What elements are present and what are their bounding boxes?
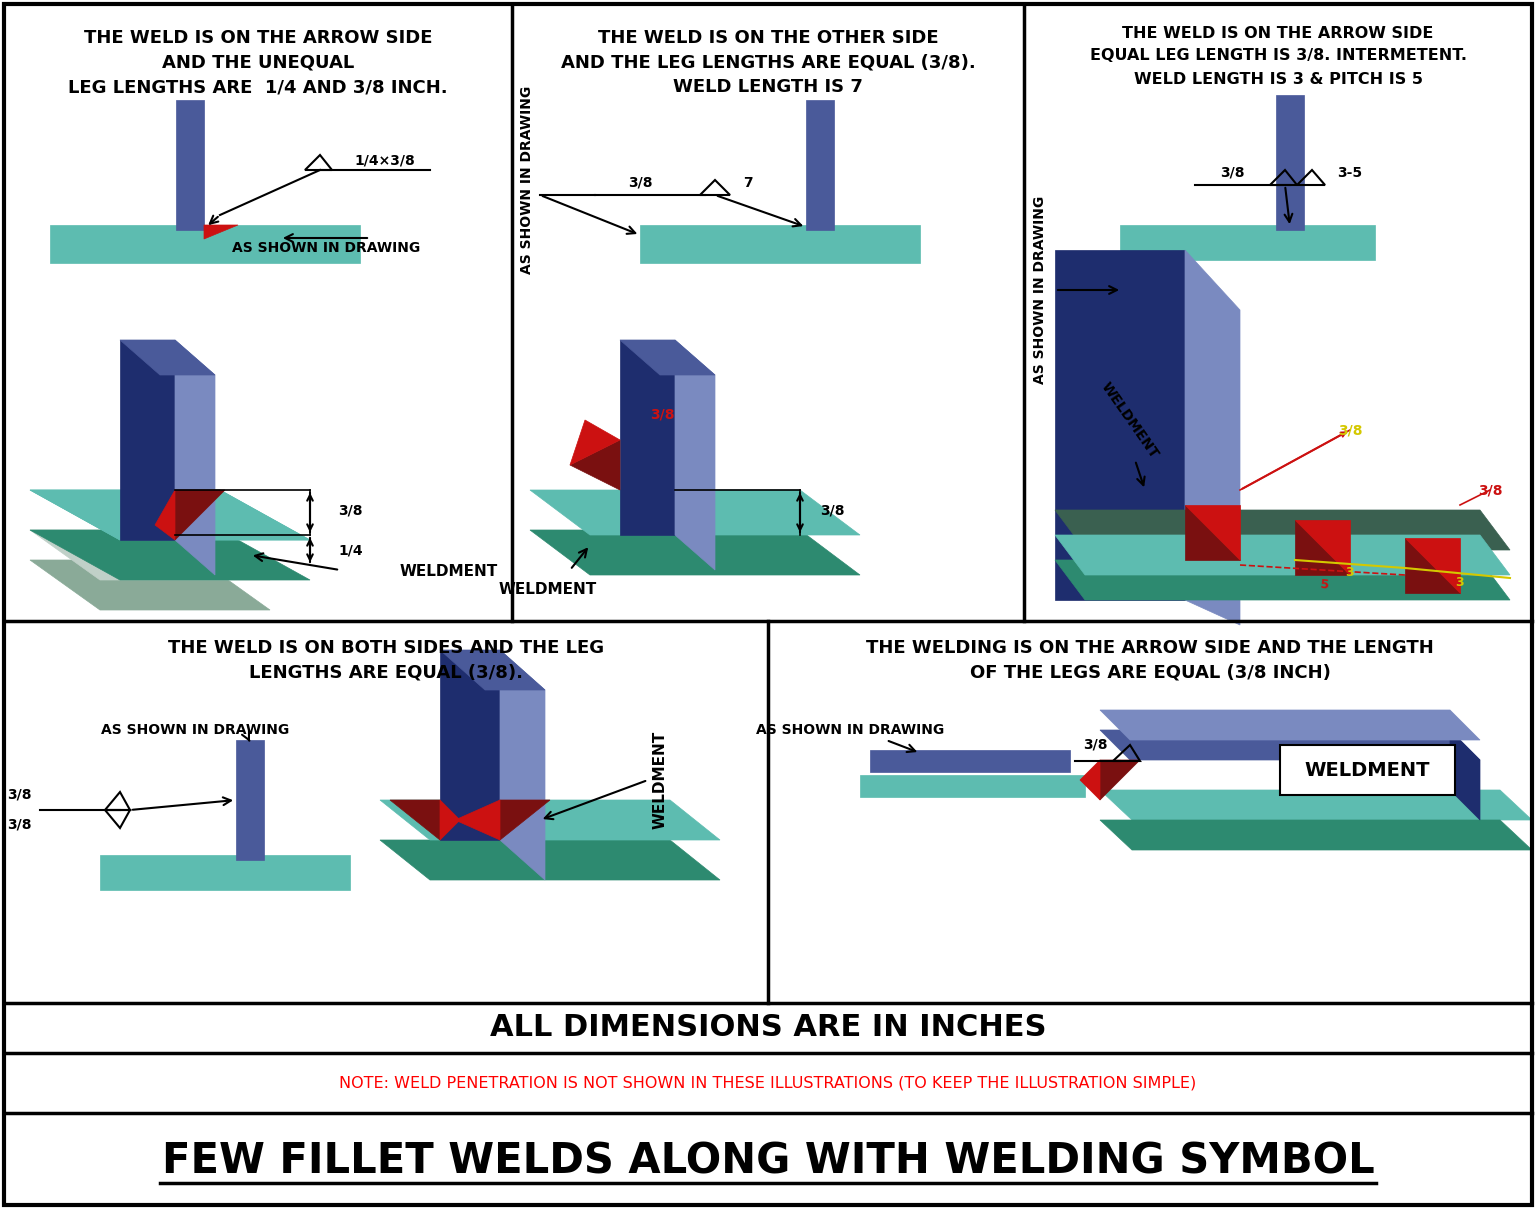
- Polygon shape: [120, 340, 215, 375]
- Polygon shape: [621, 340, 674, 536]
- Polygon shape: [1184, 250, 1240, 625]
- Polygon shape: [31, 530, 310, 580]
- Polygon shape: [379, 800, 720, 840]
- Text: AND THE LEG LENGTHS ARE EQUAL (3/8).: AND THE LEG LENGTHS ARE EQUAL (3/8).: [561, 53, 975, 71]
- Polygon shape: [1279, 745, 1455, 796]
- Text: AS SHOWN IN DRAWING: AS SHOWN IN DRAWING: [101, 723, 289, 737]
- Polygon shape: [51, 225, 359, 264]
- Polygon shape: [175, 340, 215, 575]
- Polygon shape: [570, 440, 621, 490]
- Polygon shape: [439, 650, 545, 690]
- Text: THE WELD IS ON BOTH SIDES AND THE LEG: THE WELD IS ON BOTH SIDES AND THE LEG: [167, 640, 604, 656]
- Polygon shape: [204, 225, 238, 239]
- Polygon shape: [1100, 760, 1140, 800]
- Text: 1/4×3/8: 1/4×3/8: [355, 154, 415, 167]
- Text: 3/8: 3/8: [1220, 166, 1244, 180]
- Polygon shape: [155, 490, 175, 540]
- Text: THE WELD IS ON THE OTHER SIDE: THE WELD IS ON THE OTHER SIDE: [598, 29, 938, 47]
- Text: WELDMENT: WELDMENT: [399, 565, 498, 579]
- Polygon shape: [860, 775, 1084, 797]
- Text: 3/8: 3/8: [8, 818, 32, 832]
- Polygon shape: [1184, 505, 1240, 560]
- Polygon shape: [1450, 730, 1481, 820]
- Polygon shape: [530, 490, 860, 536]
- Polygon shape: [621, 340, 714, 375]
- Polygon shape: [1295, 520, 1350, 575]
- Polygon shape: [570, 420, 621, 465]
- Text: AS SHOWN IN DRAWING: AS SHOWN IN DRAWING: [1034, 196, 1048, 384]
- Polygon shape: [1080, 760, 1100, 800]
- Text: LEG LENGTHS ARE  1/4 AND 3/8 INCH.: LEG LENGTHS ARE 1/4 AND 3/8 INCH.: [68, 79, 449, 96]
- Polygon shape: [869, 750, 1071, 773]
- Text: 3/8: 3/8: [650, 407, 674, 422]
- Polygon shape: [1276, 96, 1304, 230]
- Text: 3/8: 3/8: [1478, 484, 1502, 497]
- Text: 3/8: 3/8: [820, 503, 845, 517]
- Polygon shape: [1184, 505, 1240, 560]
- Polygon shape: [1055, 510, 1510, 550]
- Text: WELD LENGTH IS 7: WELD LENGTH IS 7: [673, 79, 863, 96]
- Text: ALL DIMENSIONS ARE IN INCHES: ALL DIMENSIONS ARE IN INCHES: [490, 1013, 1046, 1042]
- Polygon shape: [674, 340, 714, 569]
- Text: 3/8: 3/8: [1083, 737, 1107, 752]
- Text: AS SHOWN IN DRAWING: AS SHOWN IN DRAWING: [521, 86, 535, 274]
- Polygon shape: [1100, 710, 1481, 740]
- Polygon shape: [439, 800, 459, 840]
- Text: FEW FILLET WELDS ALONG WITH WELDING SYMBOL: FEW FILLET WELDS ALONG WITH WELDING SYMB…: [161, 1140, 1375, 1182]
- Text: WELDMENT: WELDMENT: [1098, 380, 1161, 461]
- Text: WELDMENT: WELDMENT: [653, 731, 668, 829]
- Text: WELD LENGTH IS 3 & PITCH IS 5: WELD LENGTH IS 3 & PITCH IS 5: [1134, 73, 1422, 87]
- Text: 7: 7: [743, 177, 753, 190]
- Polygon shape: [501, 650, 545, 880]
- Polygon shape: [1055, 560, 1510, 600]
- Polygon shape: [1120, 225, 1375, 260]
- Polygon shape: [806, 100, 834, 230]
- Polygon shape: [530, 530, 860, 575]
- Polygon shape: [175, 490, 224, 540]
- Polygon shape: [455, 800, 501, 840]
- Text: LENGTHS ARE EQUAL (3/8).: LENGTHS ARE EQUAL (3/8).: [249, 663, 522, 681]
- Text: 3/8: 3/8: [1338, 423, 1362, 436]
- Text: WELDMENT: WELDMENT: [1304, 760, 1430, 780]
- Text: EQUAL LEG LENGTH IS 3/8. INTERMETENT.: EQUAL LEG LENGTH IS 3/8. INTERMETENT.: [1089, 48, 1467, 64]
- Polygon shape: [177, 100, 204, 230]
- Polygon shape: [379, 840, 720, 880]
- Polygon shape: [1055, 536, 1510, 575]
- Text: 5: 5: [1319, 578, 1330, 592]
- Polygon shape: [1100, 730, 1481, 760]
- Text: AND THE UNEQUAL: AND THE UNEQUAL: [161, 53, 355, 71]
- Text: NOTE: WELD PENETRATION IS NOT SHOWN IN THESE ILLUSTRATIONS (TO KEEP THE ILLUSTRA: NOTE: WELD PENETRATION IS NOT SHOWN IN T…: [339, 1076, 1197, 1091]
- Polygon shape: [31, 490, 310, 540]
- Polygon shape: [390, 800, 439, 840]
- Polygon shape: [1295, 520, 1350, 575]
- Text: AS SHOWN IN DRAWING: AS SHOWN IN DRAWING: [756, 723, 945, 737]
- Text: 1/4: 1/4: [338, 543, 362, 557]
- Polygon shape: [31, 560, 270, 611]
- Polygon shape: [439, 650, 501, 840]
- Text: THE WELD IS ON THE ARROW SIDE: THE WELD IS ON THE ARROW SIDE: [84, 29, 432, 47]
- Text: WELDMENT: WELDMENT: [499, 583, 598, 597]
- Text: OF THE LEGS ARE EQUAL (3/8 INCH): OF THE LEGS ARE EQUAL (3/8 INCH): [969, 663, 1330, 681]
- Polygon shape: [1405, 538, 1461, 592]
- Text: 3/8: 3/8: [628, 177, 653, 190]
- Polygon shape: [641, 225, 920, 264]
- Text: 3: 3: [1346, 567, 1355, 579]
- Polygon shape: [31, 490, 310, 540]
- Polygon shape: [1405, 538, 1461, 592]
- Text: 3/8: 3/8: [338, 503, 362, 517]
- Text: THE WELDING IS ON THE ARROW SIDE AND THE LENGTH: THE WELDING IS ON THE ARROW SIDE AND THE…: [866, 640, 1435, 656]
- Polygon shape: [501, 800, 550, 840]
- Polygon shape: [237, 740, 264, 860]
- Polygon shape: [1100, 820, 1531, 850]
- Polygon shape: [100, 855, 350, 890]
- Polygon shape: [31, 530, 270, 580]
- Text: THE WELD IS ON THE ARROW SIDE: THE WELD IS ON THE ARROW SIDE: [1123, 25, 1433, 40]
- Polygon shape: [1055, 250, 1184, 600]
- Polygon shape: [1100, 789, 1531, 820]
- Text: 3-5: 3-5: [1338, 166, 1362, 180]
- Polygon shape: [120, 340, 175, 540]
- Text: 3: 3: [1456, 575, 1464, 589]
- Text: AS SHOWN IN DRAWING: AS SHOWN IN DRAWING: [232, 241, 419, 255]
- Text: 3/8: 3/8: [8, 788, 32, 802]
